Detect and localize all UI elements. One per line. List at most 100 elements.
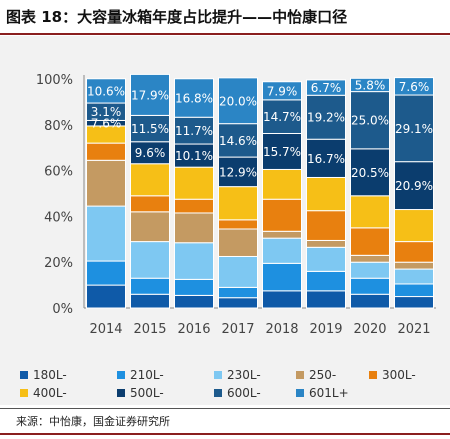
y-tick-label: 80% <box>44 119 73 134</box>
data-label: 16.8% <box>175 92 213 106</box>
bar-segment <box>130 73 170 116</box>
legend-label: 500L- <box>130 386 164 400</box>
y-tick-label: 40% <box>44 210 73 225</box>
legend-swatch <box>117 389 125 397</box>
bar-segment <box>86 159 126 207</box>
data-label: 7.9% <box>267 84 298 98</box>
bar-segment <box>350 261 390 279</box>
bar-segment <box>262 133 302 170</box>
bar-segment <box>174 78 214 118</box>
data-label: 10.1% <box>175 149 213 163</box>
bar-segment <box>350 277 390 295</box>
legend-swatch <box>296 389 304 397</box>
bar-segment <box>174 278 214 296</box>
bottom-divider <box>0 433 450 435</box>
bar-segment <box>130 293 170 309</box>
x-tick-label: 2018 <box>265 322 298 337</box>
bar-segment <box>218 228 258 257</box>
legend-label: 250- <box>309 368 336 382</box>
x-tick-label: 2017 <box>221 322 254 337</box>
source-note: 来源：中怡康，国金证券研究所 <box>16 415 170 428</box>
bar-segment <box>262 99 302 135</box>
legend-swatch <box>369 371 377 379</box>
y-tick-label: 20% <box>44 256 73 271</box>
bar-segment <box>174 212 214 244</box>
data-label: 9.6% <box>135 146 166 160</box>
bar-segment <box>350 293 390 309</box>
bar-segment <box>306 79 346 96</box>
bar-segment <box>394 268 434 285</box>
data-label: 19.2% <box>307 111 345 125</box>
bar-segment <box>350 148 390 197</box>
bar-segment <box>130 163 170 197</box>
bar-segment <box>394 283 434 298</box>
bar-segment <box>394 209 434 243</box>
legend-swatch <box>214 389 222 397</box>
bar-segment <box>218 156 258 188</box>
data-label: 6.7% <box>311 81 342 95</box>
bar-segment <box>174 116 214 145</box>
x-tick-label: 2016 <box>177 322 210 337</box>
bar-segment <box>174 294 214 309</box>
bar-segment <box>262 81 302 101</box>
legend-label: 210L- <box>130 368 164 382</box>
bar-segment <box>306 138 346 178</box>
data-label: 20.5% <box>351 166 389 180</box>
data-label: 15.7% <box>263 145 301 159</box>
bar-segment <box>306 270 346 292</box>
data-label: 11.5% <box>131 122 169 136</box>
bar-segment <box>218 286 258 299</box>
bar-segment <box>262 230 302 239</box>
bar-segment <box>262 262 302 292</box>
data-label: 14.7% <box>263 110 301 124</box>
bar-segment <box>394 161 434 211</box>
y-tick-label: 60% <box>44 165 73 180</box>
bar-segment <box>394 241 434 263</box>
bar-segment <box>174 198 214 214</box>
x-tick-label: 2020 <box>353 322 386 337</box>
legend-swatch <box>20 371 28 379</box>
legend-label: 601L+ <box>309 386 349 400</box>
chart-title: 图表 18：大容量冰箱年度占比提升——中怡康口径 <box>6 8 348 26</box>
bar-segment <box>130 195 170 213</box>
y-tick-label: 0% <box>52 302 73 317</box>
legend-swatch <box>117 371 125 379</box>
bar-segment <box>130 241 170 279</box>
data-label: 14.6% <box>219 134 257 148</box>
bar-segment <box>174 166 214 200</box>
source-divider <box>0 408 450 409</box>
bar-segment <box>174 242 214 280</box>
x-tick-label: 2015 <box>133 322 166 337</box>
data-label: 25.0% <box>351 114 389 128</box>
data-label: 3.1% <box>91 105 122 119</box>
data-label: 17.9% <box>131 88 169 102</box>
bar-segment <box>394 94 434 163</box>
bar-segment <box>86 142 126 161</box>
legend-label: 600L- <box>227 386 261 400</box>
data-label: 5.8% <box>355 78 386 92</box>
bar-segment <box>306 94 346 140</box>
legend-label: 230L- <box>227 368 261 382</box>
bar-segment <box>130 277 170 295</box>
data-label: 16.7% <box>307 152 345 166</box>
bar-segment <box>262 237 302 264</box>
bar-segment <box>306 246 346 272</box>
bar-segment <box>86 205 126 262</box>
bar-segment <box>306 176 346 212</box>
data-label: 7.6% <box>399 80 430 94</box>
bar-segment <box>350 77 390 93</box>
bar-segment <box>86 78 126 104</box>
data-label: 7.6% <box>91 117 122 131</box>
data-label: 20.9% <box>395 179 433 193</box>
x-tick-label: 2019 <box>309 322 342 337</box>
bar-segment <box>350 254 390 263</box>
bar-segment <box>262 168 302 200</box>
bar-segment <box>350 91 390 150</box>
bar-segment <box>218 186 258 221</box>
legend-label: 300L- <box>382 368 416 382</box>
data-label: 10.6% <box>87 84 125 98</box>
legend-swatch <box>214 371 222 379</box>
bar-segment <box>262 198 302 232</box>
bar-segment <box>394 261 434 270</box>
